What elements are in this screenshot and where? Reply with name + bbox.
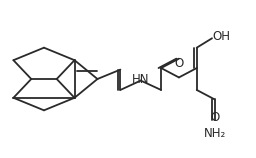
Text: OH: OH bbox=[212, 30, 230, 43]
Text: HN: HN bbox=[132, 73, 150, 85]
Text: NH₂: NH₂ bbox=[204, 127, 226, 140]
Text: O: O bbox=[174, 57, 184, 70]
Text: O: O bbox=[210, 111, 219, 124]
